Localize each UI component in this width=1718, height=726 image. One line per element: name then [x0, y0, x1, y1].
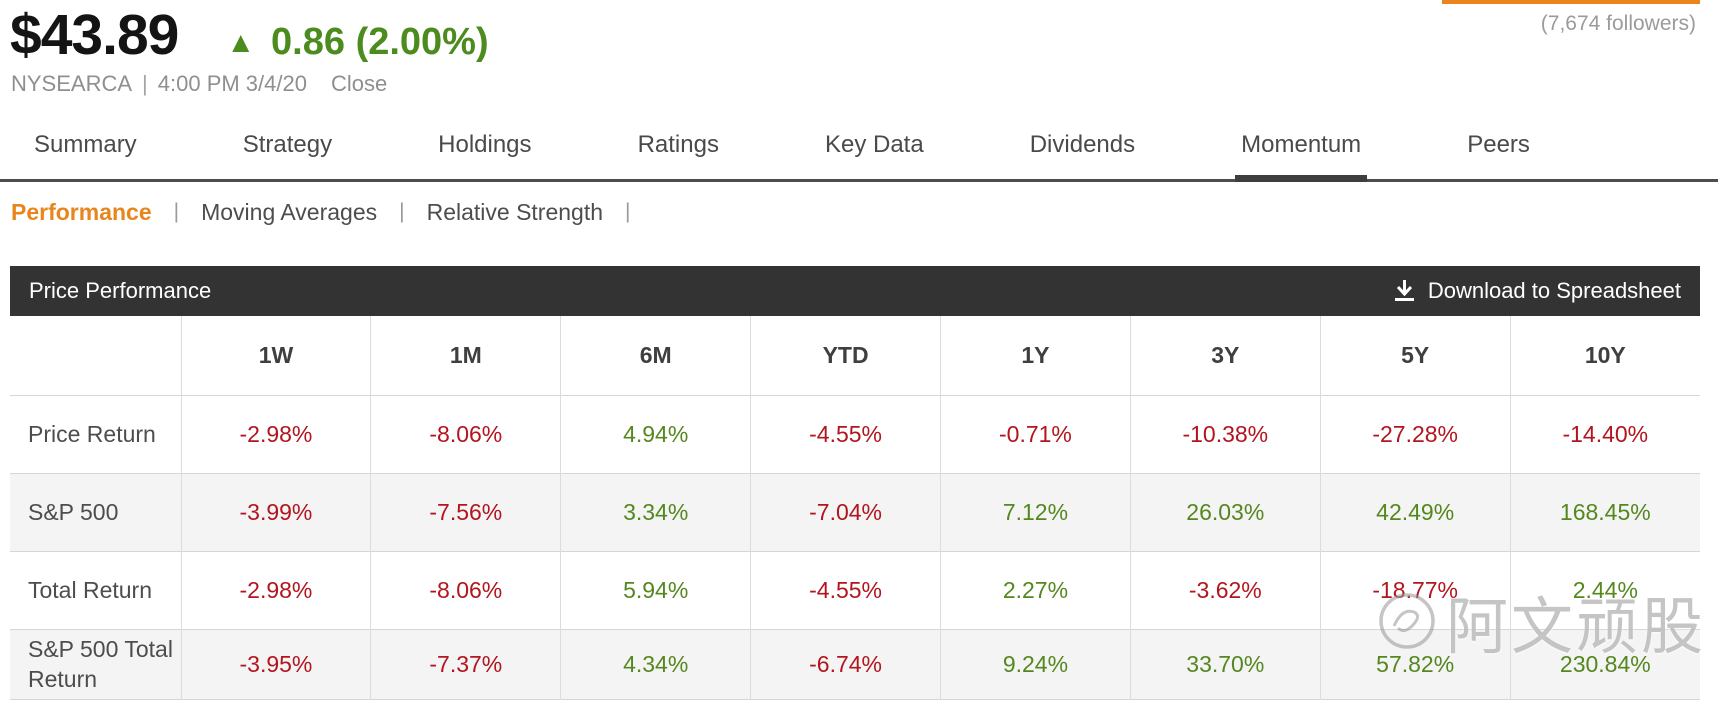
table-row-s-p-500-total-return: S&P 500 Total Return -3.95% -7.37% 4.34% -6.…	[10, 629, 1700, 700]
value-cell: -8.06%	[370, 395, 562, 474]
row-label: Total Return	[10, 551, 182, 630]
exchange-name: NYSEARCA	[11, 70, 133, 96]
value-cell: -4.55%	[750, 551, 941, 630]
column-header-5y: 5Y	[1320, 315, 1511, 396]
value-cell: 4.34%	[560, 629, 752, 700]
table-row-s-p-500: S&P 500 -3.99% -7.56% 3.34% -7.04% 7.12% 26.03…	[10, 473, 1700, 552]
momentum-subnav: Performance | Moving Averages | Relative Str…	[0, 182, 1718, 226]
value-cell: -3.99%	[181, 473, 372, 552]
value-cell: -3.95%	[181, 629, 372, 700]
value-cell: -7.37%	[370, 629, 562, 700]
value-cell: 9.24%	[940, 629, 1131, 700]
price-change: ▲ 0.86 (2.00%)	[226, 21, 488, 64]
value-cell: -10.38%	[1130, 395, 1321, 474]
value-cell: 2.27%	[940, 551, 1131, 630]
up-arrow-icon: ▲	[226, 27, 256, 59]
value-cell: 3.34%	[560, 473, 752, 552]
value-cell: 7.12%	[940, 473, 1131, 552]
exchange-line: NYSEARCA | 4:00 PM 3/4/20 Close	[11, 71, 1718, 97]
download-arrow-icon	[1394, 280, 1414, 302]
tab-peers[interactable]: Peers	[1467, 130, 1530, 158]
row-label: S&P 500 Total Return	[10, 629, 182, 700]
price-change-value: 0.86 (2.00%)	[271, 21, 489, 63]
subnav-separator: |	[173, 200, 180, 224]
value-cell: -3.62%	[1130, 551, 1321, 630]
exchange-separator: |	[142, 70, 148, 96]
table-row-total-return: Total Return -2.98% -8.06% 5.94% -4.55% 2.27%…	[10, 551, 1700, 630]
quote-timestamp: 4:00 PM 3/4/20	[157, 70, 307, 96]
column-header-empty	[10, 315, 182, 396]
followers-count: (7,674 followers)	[1540, 12, 1696, 35]
column-header-10y: 10Y	[1584, 341, 1626, 368]
value-cell: 57.82%	[1320, 629, 1511, 700]
panel-title: Price Performance	[29, 277, 212, 303]
tab-strategy[interactable]: Strategy	[242, 130, 333, 158]
subnav-item-relative-strength[interactable]: Relative Strength	[426, 198, 604, 225]
column-header-1m: 1M	[370, 315, 562, 396]
column-header-ytd: YTD	[750, 315, 941, 396]
value-cell: 26.03%	[1130, 473, 1321, 552]
column-header-3y: 3Y	[1130, 315, 1321, 396]
subnav-item-performance[interactable]: Performance	[11, 198, 152, 225]
tab-momentum[interactable]: Momentum	[1235, 109, 1368, 182]
price-performance-table: 1W 1M 6M YTD 1Y 3Y 5Y 10Y Price Return -2.98% -8.…	[10, 315, 1700, 701]
value-cell: 230.84%	[1559, 651, 1651, 678]
value-cell: -14.40%	[1562, 421, 1649, 448]
value-cell: -7.56%	[370, 473, 562, 552]
value-cell: -4.55%	[750, 395, 941, 474]
tab-dividends[interactable]: Dividends	[1029, 130, 1136, 158]
column-header-6m: 6M	[560, 315, 752, 396]
quote-header: $43.89 ▲ 0.86 (2.00%) NYSEARCA | 4:00 PM 3…	[0, 0, 1718, 97]
table-header-row: 1W 1M 6M YTD 1Y 3Y 5Y 10Y	[10, 315, 1700, 396]
tab-ratings[interactable]: Ratings	[637, 130, 719, 158]
value-cell: 4.94%	[560, 395, 752, 474]
column-header-1y: 1Y	[940, 315, 1131, 396]
table-row-price-return: Price Return -2.98% -8.06% 4.94% -4.55% -0.71…	[10, 395, 1700, 474]
price: $43.89	[10, 3, 179, 67]
value-cell: 2.44%	[1572, 577, 1638, 604]
value-cell: 5.94%	[560, 551, 752, 630]
value-cell: -27.28%	[1320, 395, 1511, 474]
price-performance-panel-header: Price Performance Download to Spreadshee…	[10, 265, 1700, 316]
tab-bar: Summary Strategy Holdings Ratings Key Data Di…	[0, 109, 1718, 182]
subnav-item-moving-averages[interactable]: Moving Averages	[201, 198, 378, 225]
column-header-1w: 1W	[181, 315, 372, 396]
value-cell: -0.71%	[940, 395, 1131, 474]
subnav-separator: |	[625, 200, 631, 224]
value-cell: -6.74%	[750, 629, 941, 700]
download-button-label: Download to Spreadsheet	[1427, 277, 1681, 303]
value-cell: 33.70%	[1130, 629, 1321, 700]
tab-holdings[interactable]: Holdings	[438, 130, 532, 158]
tab-summary[interactable]: Summary	[34, 130, 137, 158]
value-cell: 168.45%	[1559, 499, 1651, 526]
value-cell: 42.49%	[1320, 473, 1511, 552]
value-cell: -18.77%	[1320, 551, 1511, 630]
value-cell: -8.06%	[370, 551, 562, 630]
follow-button-edge[interactable]	[1442, 0, 1700, 4]
row-label: Price Return	[10, 395, 182, 474]
market-status: Close	[330, 70, 388, 96]
subnav-separator: |	[399, 200, 405, 224]
value-cell: -2.98%	[181, 551, 372, 630]
value-cell: -7.04%	[750, 473, 941, 552]
tab-key-data[interactable]: Key Data	[824, 130, 924, 158]
value-cell: -2.98%	[181, 395, 372, 474]
row-label: S&P 500	[10, 473, 182, 552]
download-to-spreadsheet-button[interactable]: Download to Spreadsheet	[1393, 278, 1681, 304]
